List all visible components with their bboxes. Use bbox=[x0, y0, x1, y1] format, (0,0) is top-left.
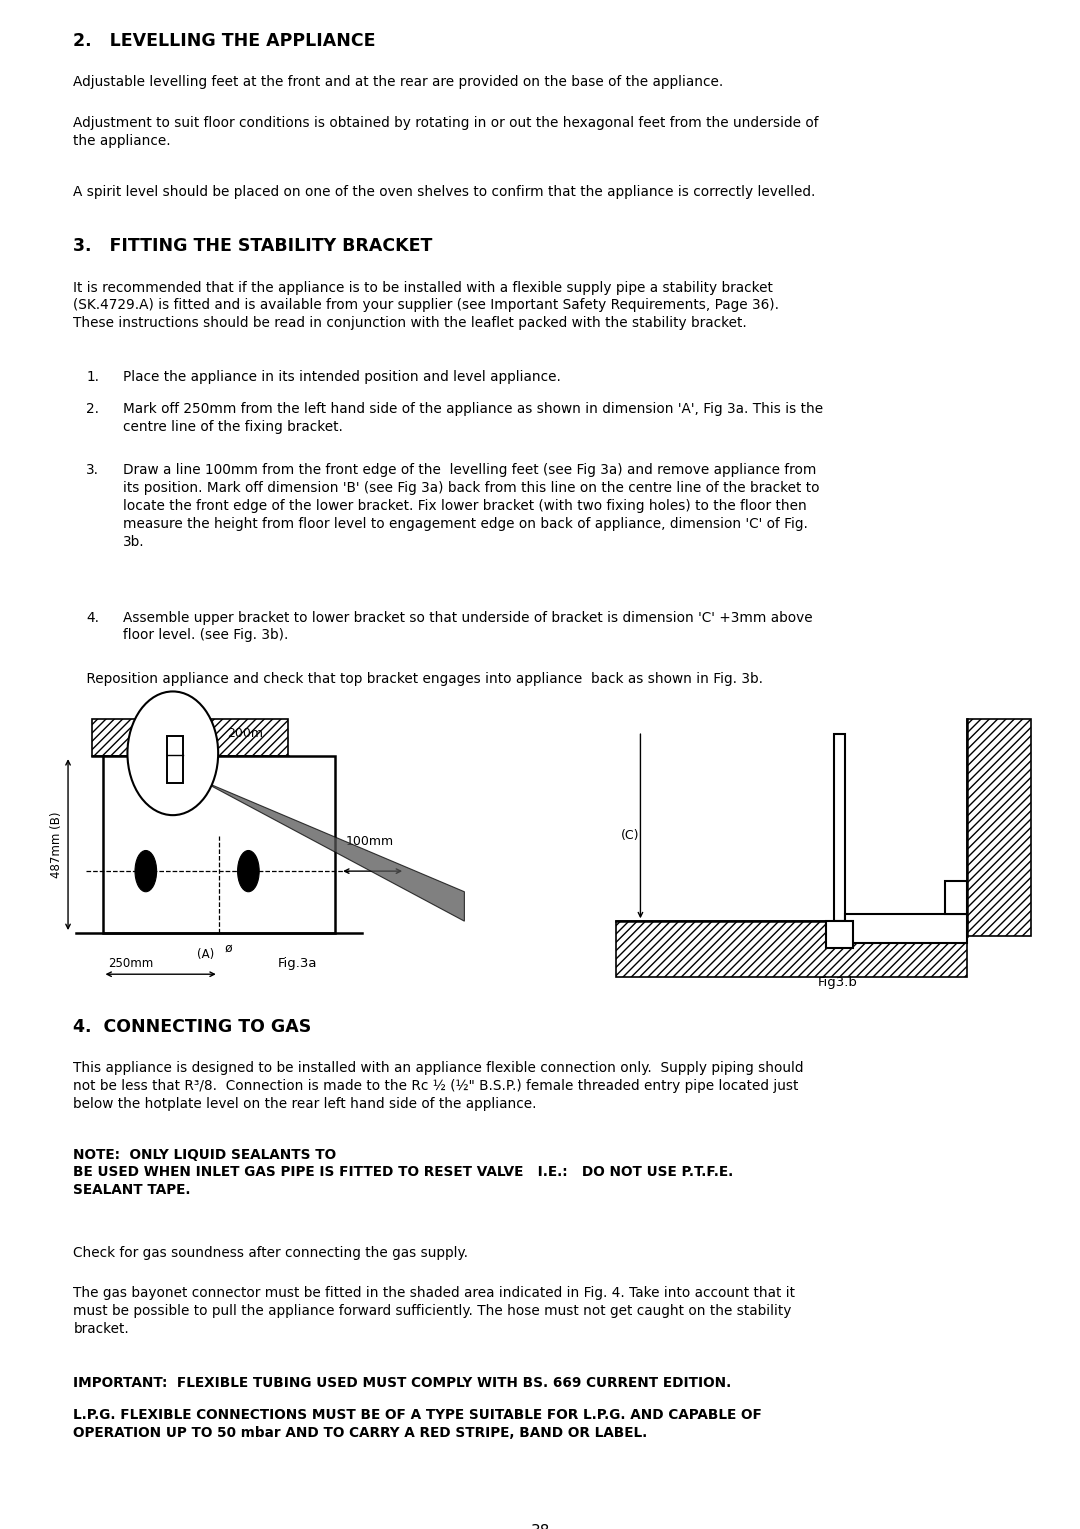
Text: NOTE:  ONLY LIQUID SEALANTS TO
BE USED WHEN INLET GAS PIPE IS FITTED TO RESET VA: NOTE: ONLY LIQUID SEALANTS TO BE USED WH… bbox=[73, 1148, 733, 1197]
Text: 100mm: 100mm bbox=[346, 835, 394, 847]
Text: Draw a line 100mm from the front edge of the  levelling feet (see Fig 3a) and re: Draw a line 100mm from the front edge of… bbox=[123, 463, 820, 549]
Text: ø: ø bbox=[225, 942, 232, 954]
Text: Assemble upper bracket to lower bracket so that underside of bracket is dimensio: Assemble upper bracket to lower bracket … bbox=[123, 610, 813, 642]
Text: It is recommended that if the appliance is to be installed with a flexible suppl: It is recommended that if the appliance … bbox=[73, 280, 780, 330]
Bar bbox=[967, 720, 1031, 936]
Text: Place the appliance in its intended position and level appliance.: Place the appliance in its intended posi… bbox=[123, 370, 561, 384]
Text: (A): (A) bbox=[198, 948, 214, 960]
Text: 2.: 2. bbox=[86, 402, 99, 416]
Text: IMPORTANT:  FLEXIBLE TUBING USED MUST COMPLY WITH BS. 669 CURRENT EDITION.: IMPORTANT: FLEXIBLE TUBING USED MUST COM… bbox=[73, 1376, 731, 1390]
Text: A spirit level should be placed on one of the oven shelves to confirm that the a: A spirit level should be placed on one o… bbox=[73, 185, 815, 199]
Text: Fig.3a: Fig.3a bbox=[279, 957, 318, 969]
Text: 4.  CONNECTING TO GAS: 4. CONNECTING TO GAS bbox=[73, 1018, 312, 1037]
Bar bbox=[92, 720, 288, 757]
Text: The gas bayonet connector must be fitted in the shaded area indicated in Fig. 4.: The gas bayonet connector must be fitted… bbox=[73, 1286, 796, 1336]
Text: (C): (C) bbox=[621, 829, 639, 842]
Text: Reposition appliance and check that top bracket engages into appliance  back as : Reposition appliance and check that top … bbox=[82, 671, 764, 685]
Circle shape bbox=[127, 691, 218, 815]
Text: 3.   FITTING THE STABILITY BRACKET: 3. FITTING THE STABILITY BRACKET bbox=[73, 237, 433, 255]
Text: L.P.G. FLEXIBLE CONNECTIONS MUST BE OF A TYPE SUITABLE FOR L.P.G. AND CAPABLE OF: L.P.G. FLEXIBLE CONNECTIONS MUST BE OF A… bbox=[73, 1408, 762, 1440]
Bar bbox=[616, 920, 967, 977]
Bar bbox=[835, 734, 846, 920]
Text: 3.: 3. bbox=[86, 463, 99, 477]
Text: 2.   LEVELLING THE APPLIANCE: 2. LEVELLING THE APPLIANCE bbox=[73, 32, 376, 50]
Ellipse shape bbox=[135, 850, 157, 891]
Text: 200m: 200m bbox=[227, 726, 262, 740]
Bar bbox=[846, 914, 967, 943]
Bar bbox=[945, 881, 967, 914]
Polygon shape bbox=[200, 780, 464, 920]
Text: 250mm: 250mm bbox=[108, 957, 153, 969]
Text: Check for gas soundness after connecting the gas supply.: Check for gas soundness after connecting… bbox=[73, 1246, 469, 1260]
Text: 4.: 4. bbox=[86, 610, 99, 624]
Bar bbox=[166, 735, 183, 783]
Text: 1.: 1. bbox=[86, 370, 99, 384]
Bar bbox=[826, 920, 853, 948]
Ellipse shape bbox=[238, 850, 259, 891]
Text: 38: 38 bbox=[530, 1524, 550, 1529]
Text: 487mm (B): 487mm (B) bbox=[50, 812, 63, 878]
Bar bbox=[103, 757, 335, 933]
Text: Fig3.b: Fig3.b bbox=[819, 976, 858, 989]
Text: Mark off 250mm from the left hand side of the appliance as shown in dimension 'A: Mark off 250mm from the left hand side o… bbox=[123, 402, 823, 434]
Text: This appliance is designed to be installed with an appliance flexible connection: This appliance is designed to be install… bbox=[73, 1061, 804, 1112]
Text: Adjustment to suit floor conditions is obtained by rotating in or out the hexago: Adjustment to suit floor conditions is o… bbox=[73, 116, 819, 148]
Text: Adjustable levelling feet at the front and at the rear are provided on the base : Adjustable levelling feet at the front a… bbox=[73, 75, 724, 90]
